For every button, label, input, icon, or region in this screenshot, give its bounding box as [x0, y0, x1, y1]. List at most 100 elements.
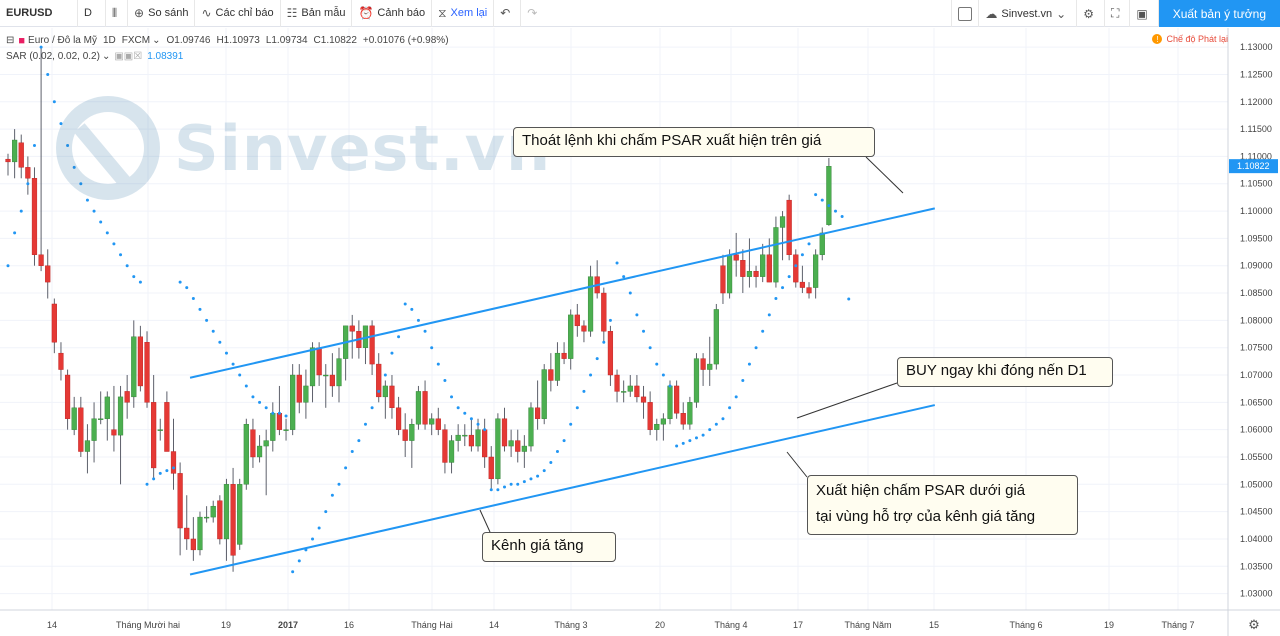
chart-legend: ⊟ ■ Euro / Đô la Mỹ 1D FXCM ⌄ O1.09746 H…	[6, 33, 449, 65]
price-tick-label: 1.12000	[1240, 97, 1273, 107]
candle-up	[654, 423, 660, 430]
annotation-channel-text: Kênh giá tăng	[491, 537, 584, 554]
chart-type-button[interactable]: ⫴	[106, 0, 129, 27]
indicator-dropdown-icon[interactable]: ⌄	[101, 51, 111, 62]
candle-down	[376, 363, 382, 398]
price-tick-label: 1.10000	[1240, 206, 1273, 216]
maximize-button[interactable]: ⛶	[1105, 0, 1131, 27]
price-tick-label: 1.04500	[1240, 507, 1273, 517]
sar-dot	[99, 220, 103, 224]
indicator-label[interactable]: SAR (0.02, 0.02, 0.2)	[6, 51, 100, 62]
price-chart[interactable]: 1.13000 1.12500 1.12000 1.11500 1.11000 1.105…	[0, 28, 1280, 636]
sar-dot	[198, 307, 202, 311]
candle-up	[448, 440, 455, 463]
indicators-button[interactable]: ∿ Các chỉ báo	[195, 0, 281, 27]
candle-up	[290, 374, 296, 430]
compare-label: So sánh	[148, 7, 189, 19]
indicator-controls-icon[interactable]: ▣▣☒	[114, 51, 143, 62]
candle-down	[296, 374, 302, 403]
account-button[interactable]: ☁ Sinvest.vn ⌄	[979, 0, 1078, 27]
candle-down	[25, 167, 31, 179]
candle-down	[31, 178, 38, 255]
undo-button[interactable]: ↶	[494, 0, 522, 27]
candle-down	[144, 342, 150, 403]
candle-down	[786, 199, 792, 255]
sar-dot	[205, 318, 209, 322]
sar-dot	[741, 378, 745, 382]
candle-up	[243, 423, 249, 485]
redo-button[interactable]: ↷	[521, 0, 547, 27]
axis-settings-gear-icon[interactable]: ⚙	[1248, 618, 1260, 633]
sar-dot	[92, 209, 96, 213]
sar-dot	[344, 466, 348, 470]
sar-dot	[668, 384, 672, 388]
sar-dot	[158, 471, 162, 475]
high-value: H1.10973	[216, 35, 260, 46]
candle-down	[422, 391, 428, 425]
annotation-pointers	[479, 156, 904, 533]
fullscreen-toggle[interactable]	[951, 0, 980, 27]
sar-dot	[820, 198, 824, 202]
annotation-psar[interactable]: Xuất hiện chấm PSAR dưới giá tại vùng hỗ…	[807, 475, 1078, 535]
sar-dot	[324, 510, 328, 514]
sar-dot	[542, 469, 546, 473]
sar-dot	[555, 450, 559, 454]
annotation-exit[interactable]: Thoát lệnh khi chấm PSAR xuất hiện trên …	[513, 127, 875, 157]
publish-idea-button[interactable]: Xuất bản ý tưởng	[1158, 0, 1280, 27]
sar-dot	[218, 340, 222, 344]
candle-up	[508, 440, 514, 447]
candle-down	[640, 396, 647, 403]
undo-icon: ↶	[500, 6, 511, 20]
annotation-pointer-line	[479, 509, 491, 533]
candle-down	[38, 254, 44, 266]
replay-button[interactable]: ⧖ Xem lại	[432, 0, 495, 27]
sar-dot	[589, 373, 593, 377]
candles	[5, 47, 832, 572]
candle-down	[177, 473, 183, 529]
candlestick-icon: ⫴	[112, 5, 118, 20]
annotation-channel[interactable]: Kênh giá tăng	[482, 532, 616, 562]
sar-dot	[602, 340, 606, 344]
templates-button[interactable]: ☷ Bản mẫu	[281, 0, 353, 27]
candle-up	[382, 385, 388, 398]
sar-dot	[85, 198, 89, 202]
candle-down	[45, 265, 51, 283]
sar-dot	[787, 275, 791, 279]
sar-dot	[635, 313, 639, 317]
sar-dot	[105, 231, 109, 235]
candle-up	[773, 227, 779, 283]
sar-dot	[655, 362, 659, 366]
candle-down	[488, 456, 494, 480]
symbol-search[interactable]: EURUSD	[0, 0, 78, 27]
sar-dot	[125, 264, 129, 268]
sar-dot	[430, 346, 434, 350]
replay-mode-indicator[interactable]: ! Chế độ Phát lại	[1152, 34, 1228, 44]
compare-button[interactable]: ⊕ So sánh	[128, 0, 196, 27]
exchange: FXCM	[121, 35, 151, 46]
candle-down	[614, 374, 620, 392]
price-axis: 1.13000 1.12500 1.12000 1.11500 1.11000 1.105…	[1227, 28, 1278, 636]
sar-dot	[496, 488, 500, 492]
price-tick-label: 1.03000	[1240, 589, 1273, 599]
time-tick-label: 14	[489, 620, 499, 630]
time-tick-label: Tháng Năm	[844, 620, 891, 630]
candle-down	[435, 418, 441, 430]
settings-button[interactable]: ⚙	[1077, 0, 1105, 27]
candle-up	[819, 232, 825, 255]
replay-mode-label: Chế độ Phát lại	[1166, 34, 1228, 44]
time-tick-label: 20	[655, 620, 665, 630]
sar-dot	[840, 215, 844, 219]
collapse-icon[interactable]: ⊟	[6, 35, 15, 46]
annotation-buy[interactable]: BUY ngay khi đóng nến D1	[897, 357, 1113, 387]
add-circle-icon: ⊕	[134, 6, 145, 20]
alert-button[interactable]: ⏰ Cảnh báo	[352, 0, 433, 27]
watermark: Sinvest.vn	[52, 92, 551, 204]
dropdown-icon[interactable]: ⌄	[152, 35, 161, 46]
candle-up	[309, 347, 316, 387]
candle-down	[329, 374, 335, 387]
sar-dot	[403, 302, 407, 306]
interval-button[interactable]: D	[78, 0, 106, 27]
snapshot-button[interactable]: ▣	[1130, 0, 1159, 27]
sar-dot	[721, 417, 725, 421]
candle-up	[627, 385, 633, 392]
